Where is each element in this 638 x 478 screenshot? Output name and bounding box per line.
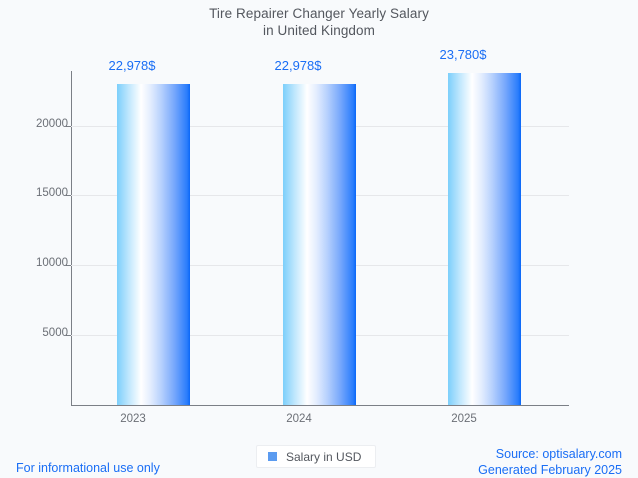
bar-value-label-2025: 23,780$ bbox=[439, 46, 487, 62]
bar-2025[interactable] bbox=[448, 72, 521, 405]
chart-title-line2: in United Kingdom bbox=[262, 23, 375, 38]
y-tick-label: 15000 bbox=[36, 187, 68, 200]
tick-mark bbox=[66, 195, 71, 197]
disclaimer-text: For informational use only bbox=[16, 461, 160, 475]
generated-line: Generated February 2025 bbox=[478, 462, 622, 477]
bar-2024[interactable] bbox=[283, 83, 356, 405]
source-line: Source: optisalary.com bbox=[495, 447, 622, 461]
x-tick-label-2023: 2023 bbox=[120, 413, 146, 425]
bar-value-label-2023: 22,978$ bbox=[108, 57, 156, 73]
y-axis-line bbox=[71, 71, 72, 406]
x-tick-label-2024: 2024 bbox=[286, 413, 312, 425]
tick-mark bbox=[66, 125, 71, 127]
y-tick-label: 10000 bbox=[36, 257, 68, 270]
plot-area bbox=[71, 71, 569, 405]
chart-title-line1: Tire Repairer Changer Yearly Salary bbox=[209, 6, 429, 21]
x-tick-label-2025: 2025 bbox=[451, 413, 477, 425]
chart-legend[interactable]: Salary in USD bbox=[256, 445, 377, 468]
bar-2023[interactable] bbox=[117, 83, 190, 405]
y-tick-label: 20000 bbox=[36, 117, 68, 130]
bar-value-label-2024: 22,978$ bbox=[274, 57, 322, 73]
legend-item-label: Salary in USD bbox=[286, 449, 362, 464]
y-tick-label: 5000 bbox=[42, 327, 68, 340]
tick-mark bbox=[66, 335, 71, 337]
source-credit: Source: optisalary.com Generated Februar… bbox=[478, 447, 622, 478]
tick-mark bbox=[66, 265, 71, 267]
chart-title: Tire Repairer Changer Yearly Salary in U… bbox=[0, 5, 638, 39]
legend-swatch-icon bbox=[268, 452, 277, 461]
x-axis-line bbox=[71, 405, 569, 406]
